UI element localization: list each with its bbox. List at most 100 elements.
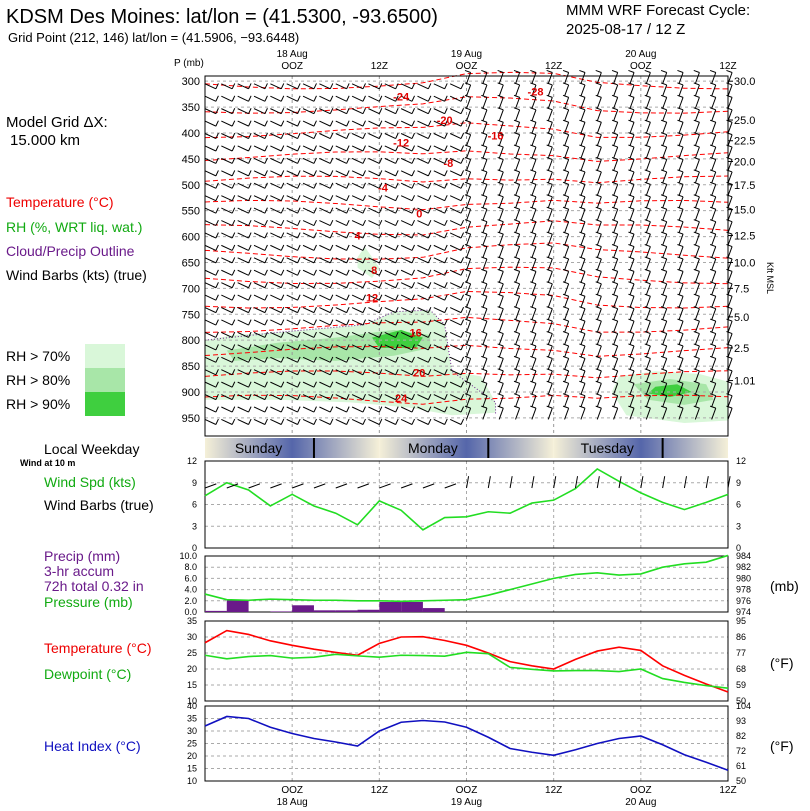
top-time-label: OOZ <box>281 61 303 72</box>
wind-barb-staff <box>694 134 700 147</box>
surface-wind-barb <box>313 483 326 489</box>
wind-barb-flag <box>264 120 268 127</box>
wind-barb-staff <box>629 271 635 283</box>
wind-barb-staff <box>368 344 380 351</box>
wind-barb-flag <box>313 344 317 351</box>
wind-barb-staff <box>319 133 331 140</box>
wind-barb-staff <box>270 418 282 425</box>
wind-barb-staff <box>221 170 233 177</box>
wind-barb-staff <box>564 97 570 109</box>
wind-barb-flag <box>693 268 700 272</box>
wind-barb-flag <box>460 195 465 201</box>
wind-barb-flag <box>693 318 700 322</box>
wind-barb-staff <box>351 157 364 164</box>
wind-barb-flag <box>329 182 334 189</box>
wind-barb-flag <box>444 108 448 114</box>
wind-barb-staff <box>286 232 298 239</box>
wind-barb-staff <box>302 133 315 140</box>
wind-barb-staff <box>400 232 413 239</box>
wind-barb-staff <box>368 406 380 413</box>
wind-barb-flag <box>346 282 350 288</box>
wind-barb-staff <box>433 133 445 140</box>
precip-label: Precip (mm) <box>44 548 121 564</box>
wind-barb-flag <box>248 406 252 413</box>
wind-barb-flag <box>313 219 317 226</box>
wind-barb-staff <box>204 83 217 90</box>
wind-barb-flag <box>427 344 432 351</box>
wind-barb-flag <box>464 380 471 384</box>
wind-barb-flag <box>215 95 219 102</box>
wind-barb-staff <box>498 345 504 358</box>
wind-barb-flag <box>411 418 415 425</box>
wind-barb-staff <box>204 269 217 276</box>
wind-barb-flag <box>611 368 618 372</box>
wind-barb-staff <box>629 233 635 246</box>
wind-barb-staff <box>237 356 249 363</box>
wind-barb-staff <box>629 258 635 271</box>
wind-barb-staff <box>531 407 537 420</box>
wind-barb-staff <box>564 258 570 271</box>
wind-barb-staff <box>253 83 266 90</box>
wind-barb-staff <box>727 407 733 420</box>
wind-barb-flag <box>579 206 586 210</box>
wind-barb-staff <box>319 269 331 276</box>
legend-temperature: Temperature (°C) <box>6 194 114 210</box>
heat-index-line <box>204 715 729 772</box>
wind-barb-flag <box>709 368 716 372</box>
rh-swatch-90 <box>85 392 125 416</box>
wind-barb-staff <box>335 95 347 102</box>
wind-barb-flag <box>709 281 716 285</box>
wind-barb-flag <box>693 256 700 260</box>
wind-barb-flag <box>726 94 733 98</box>
wind-barb-staff <box>449 282 462 289</box>
temperature-contour <box>204 199 729 211</box>
wind-barb-staff <box>645 171 651 184</box>
wind-barb-flag <box>595 355 602 359</box>
wind-barb-staff <box>727 296 733 308</box>
wind-barb-flag <box>464 181 471 185</box>
wind-barb-staff <box>400 244 413 251</box>
wind-barb-staff <box>449 294 462 301</box>
wind-barb-flag <box>395 195 399 201</box>
wind-barb-staff <box>368 244 380 251</box>
wind-barb-staff <box>286 157 298 164</box>
wind-barb-flag <box>497 306 504 310</box>
wind-barb-staff <box>204 369 217 376</box>
wind-barb-flag <box>579 331 586 335</box>
wind-barb-staff <box>645 233 651 246</box>
wind-barb-staff <box>645 258 651 271</box>
wind-barb-staff <box>351 344 364 351</box>
wind-barb-staff <box>351 356 364 363</box>
wind-barb-staff <box>204 381 217 388</box>
wind-barb-staff <box>368 170 380 177</box>
wind-barb-flag <box>378 108 383 114</box>
wind-barb-staff <box>270 120 282 127</box>
wind-barb-flag <box>677 132 684 136</box>
wind-barb-flag <box>628 343 635 347</box>
wind-barb-staff <box>286 170 298 177</box>
wind-barb-flag <box>329 132 334 139</box>
wind-barb-staff <box>384 418 396 425</box>
wind-barb-flag <box>497 405 504 409</box>
wind-barb-flag <box>280 331 285 338</box>
wind-barb-staff <box>433 195 445 202</box>
wind-barb-flag <box>628 393 635 397</box>
wind-barb-staff <box>466 320 472 333</box>
wind-barb-staff <box>515 184 521 196</box>
wind-barb-flag <box>628 144 635 148</box>
wind-barb-staff <box>613 159 619 171</box>
wind-barb-staff <box>678 84 684 97</box>
wind-barb-flag <box>427 244 432 251</box>
wind-barb-staff <box>629 159 635 171</box>
wind-barb-staff <box>335 207 347 214</box>
wind-barb-staff <box>629 146 635 159</box>
kft-tick-label: 12.5 <box>734 231 755 243</box>
wind-barb-flag <box>579 256 586 260</box>
wind-barb-staff <box>319 182 331 189</box>
wind-barb-flag <box>677 194 684 198</box>
wind-barb-flag <box>411 108 415 114</box>
wind-barb-flag <box>460 170 465 177</box>
wind-barb-flag <box>297 207 301 214</box>
wind-barb-flag <box>562 368 569 372</box>
wind-barb-flag <box>464 306 471 310</box>
